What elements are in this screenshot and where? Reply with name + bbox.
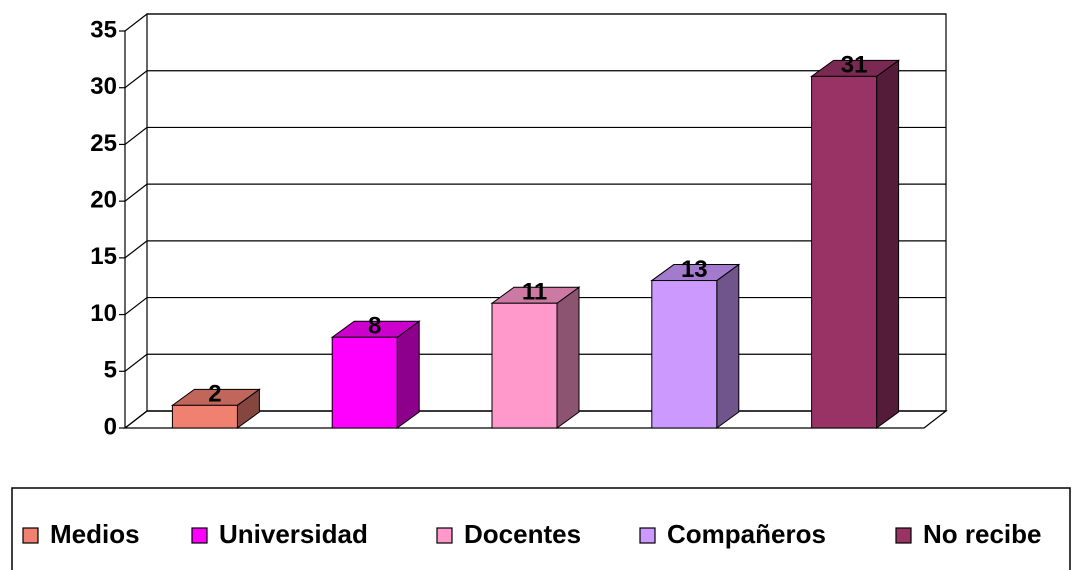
bar-side bbox=[556, 286, 580, 429]
y-tick-label: 0 bbox=[104, 413, 117, 440]
bar bbox=[811, 75, 878, 429]
grid-line bbox=[124, 70, 946, 89]
legend-swatch bbox=[22, 527, 39, 544]
y-tick-label: 30 bbox=[90, 73, 117, 100]
legend-label: Medios bbox=[50, 519, 140, 549]
bar bbox=[331, 336, 398, 429]
grid-line bbox=[124, 126, 946, 145]
bar bbox=[651, 280, 718, 429]
value-label: 13 bbox=[681, 256, 708, 283]
y-tick-label: 25 bbox=[90, 130, 117, 157]
value-label: 2 bbox=[208, 381, 221, 408]
bar-side bbox=[716, 263, 740, 429]
y-tick-label: 5 bbox=[104, 357, 117, 384]
value-label: 11 bbox=[522, 279, 547, 306]
y-tick-label: 20 bbox=[90, 186, 117, 213]
legend-label: Compañeros bbox=[667, 519, 826, 549]
legend-swatch bbox=[191, 527, 208, 544]
bar-side bbox=[876, 59, 900, 429]
grid-line bbox=[124, 240, 946, 259]
legend-label: Docentes bbox=[464, 519, 581, 549]
bar bbox=[171, 404, 238, 429]
y-tick-label: 15 bbox=[90, 243, 117, 270]
legend-swatch bbox=[639, 527, 656, 544]
y-tick-label: 10 bbox=[90, 300, 117, 327]
value-label: 8 bbox=[368, 313, 381, 340]
bar-side bbox=[396, 320, 420, 429]
y-tick-label: 35 bbox=[90, 16, 117, 43]
legend-swatch bbox=[895, 527, 912, 544]
bar bbox=[491, 302, 558, 429]
legend-label: Universidad bbox=[219, 519, 368, 549]
grid-line bbox=[124, 183, 946, 202]
value-label: 31 bbox=[841, 52, 868, 79]
grid-line bbox=[124, 13, 946, 32]
legend-swatch bbox=[436, 527, 453, 544]
legend-label: No recibe bbox=[923, 519, 1042, 549]
legend-box bbox=[11, 487, 1071, 570]
